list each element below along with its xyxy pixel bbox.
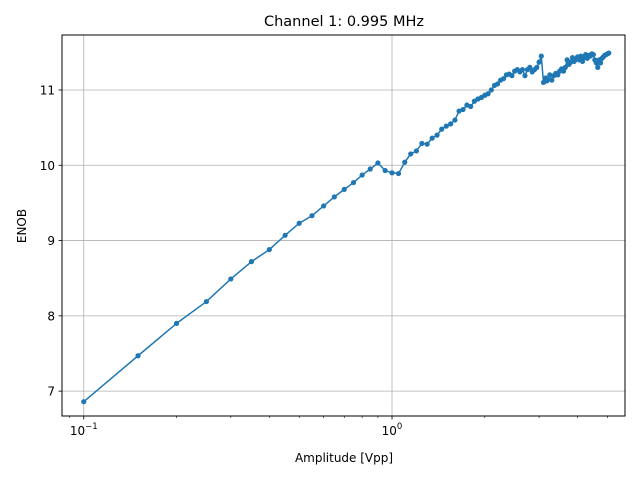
data-point — [562, 64, 568, 70]
y-axis: 7 8 9 10 11 — [40, 83, 62, 399]
data-point — [590, 51, 596, 58]
x-axis-label: Amplitude [Vpp] — [295, 451, 393, 465]
data-point — [443, 123, 449, 129]
y-tick-label: 7 — [47, 385, 55, 399]
y-tick-label: 11 — [40, 83, 55, 97]
x-tick-label: 100 — [382, 422, 403, 438]
data-point — [341, 186, 347, 192]
data-point — [389, 170, 395, 176]
data-point — [448, 121, 454, 127]
data-series — [81, 50, 612, 405]
data-point — [522, 73, 528, 79]
chart-title: Channel 1: 0.995 MHz — [264, 14, 424, 30]
data-point — [597, 60, 604, 66]
data-point — [439, 126, 445, 132]
data-point — [413, 148, 420, 154]
data-point — [203, 298, 210, 305]
data-point — [545, 76, 551, 83]
plot-frame — [61, 34, 626, 417]
series-line — [83, 52, 610, 403]
data-point — [395, 170, 402, 177]
data-point — [402, 159, 408, 165]
data-point — [500, 76, 507, 82]
data-point — [266, 246, 272, 253]
x-tick-label: 10−1 — [70, 422, 98, 438]
data-point — [485, 91, 491, 97]
data-point — [460, 106, 466, 113]
data-point — [527, 64, 533, 70]
x-axis: 10−1 100 — [69, 416, 608, 438]
data-point — [350, 179, 357, 186]
data-point — [534, 64, 540, 70]
data-point — [228, 276, 234, 282]
data-point — [321, 203, 327, 209]
data-point — [367, 166, 373, 172]
data-point — [549, 77, 555, 83]
y-axis-label: ENOB — [15, 209, 29, 243]
data-point — [408, 151, 414, 157]
data-point — [595, 64, 601, 70]
data-point — [456, 108, 462, 114]
y-tick-label: 8 — [47, 309, 55, 323]
data-point — [547, 72, 553, 78]
data-point — [452, 117, 458, 123]
data-point — [248, 259, 255, 265]
data-point — [424, 141, 430, 147]
data-point — [296, 220, 302, 226]
data-point — [382, 167, 388, 174]
data-point — [81, 399, 87, 405]
data-point — [331, 194, 337, 200]
data-point — [375, 160, 381, 166]
data-point — [538, 53, 544, 59]
data-point — [434, 132, 440, 138]
data-point — [509, 73, 515, 79]
data-point — [282, 232, 288, 238]
data-point — [519, 67, 526, 73]
data-point — [419, 140, 425, 147]
data-point — [429, 135, 435, 141]
data-point — [309, 213, 315, 219]
y-tick-label: 10 — [40, 159, 55, 173]
data-point — [488, 87, 494, 93]
grid-lines — [62, 35, 625, 416]
y-tick-label: 9 — [47, 234, 55, 248]
data-point — [173, 320, 180, 326]
data-point — [468, 103, 474, 110]
data-point — [359, 172, 365, 178]
data-point — [135, 353, 141, 359]
data-point — [494, 81, 501, 87]
data-point — [536, 59, 542, 65]
data-point — [606, 50, 612, 56]
